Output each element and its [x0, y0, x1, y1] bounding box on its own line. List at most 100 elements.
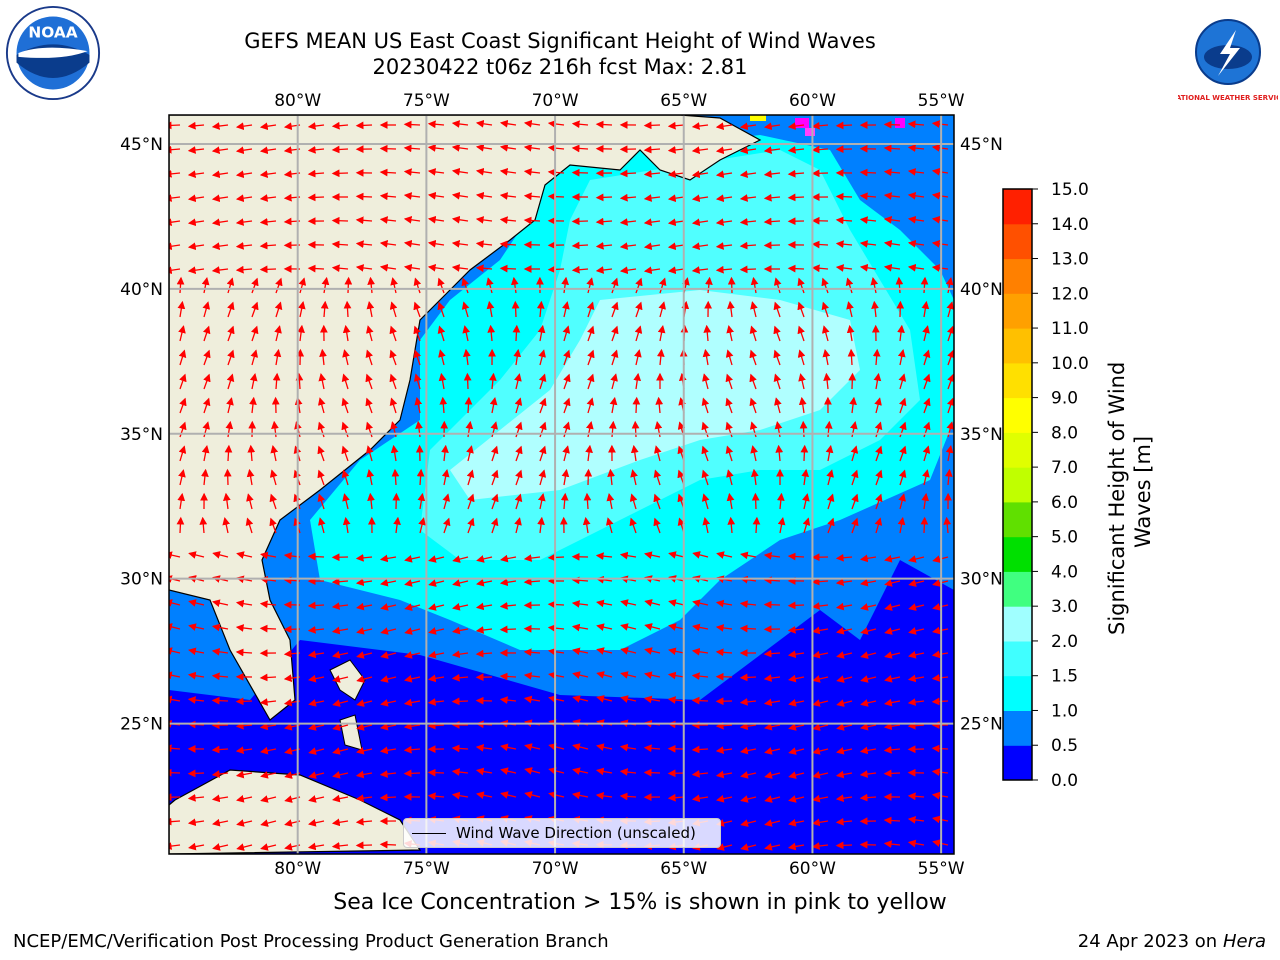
wave-direction-arrow — [451, 167, 469, 176]
wave-direction-arrow — [667, 266, 685, 275]
wave-direction-arrow — [427, 191, 445, 200]
wave-direction-arrow — [211, 218, 229, 227]
wave-direction-arrow — [355, 794, 373, 803]
wave-direction-arrow — [715, 265, 733, 274]
wave-direction-arrow — [538, 349, 546, 366]
wave-direction-arrow — [308, 674, 325, 683]
wave-direction-arrow — [572, 743, 589, 751]
wave-direction-arrow — [788, 818, 805, 827]
wave-direction-arrow — [922, 349, 931, 366]
wave-direction-arrow — [274, 301, 283, 318]
wave-direction-arrow — [907, 792, 925, 801]
wave-direction-arrow — [428, 579, 445, 587]
wave-direction-arrow — [547, 265, 565, 274]
wave-direction-arrow — [379, 216, 397, 224]
wave-direction-arrow — [812, 699, 829, 707]
wave-direction-arrow — [739, 146, 757, 155]
wave-direction-arrow — [750, 445, 758, 462]
wave-direction-arrow — [897, 324, 905, 342]
wave-direction-arrow — [389, 373, 397, 390]
wave-direction-arrow — [835, 121, 853, 130]
wave-direction-arrow — [355, 817, 373, 826]
sea-ice-note: Sea Ice Concentration > 15% is shown in … — [333, 890, 947, 915]
map-title-line1: GEFS MEAN US East Coast Significant Heig… — [244, 29, 876, 53]
wave-direction-arrow — [367, 276, 376, 294]
wave-direction-arrow — [178, 445, 187, 462]
wave-direction-arrow — [836, 699, 853, 707]
wave-direction-arrow — [835, 841, 853, 850]
lat-label-left: 25°N — [120, 715, 163, 735]
wave-direction-arrow — [547, 144, 565, 153]
wave-direction-arrow — [475, 626, 493, 634]
wave-direction-arrow — [835, 817, 853, 826]
wave-direction-arrow — [634, 325, 643, 342]
wave-direction-arrow — [332, 723, 349, 731]
wave-direction-arrow — [859, 770, 877, 778]
wave-direction-arrow — [739, 194, 757, 202]
wave-direction-arrow — [692, 599, 709, 608]
wave-direction-arrow — [691, 266, 709, 274]
wave-direction-arrow — [178, 469, 186, 486]
wave-direction-arrow — [403, 263, 421, 272]
wave-direction-arrow — [235, 146, 253, 155]
wave-direction-arrow — [379, 746, 397, 755]
wave-direction-arrow — [298, 277, 307, 294]
wave-direction-arrow — [667, 242, 685, 251]
wave-direction-arrow — [860, 699, 877, 707]
wave-direction-arrow — [798, 396, 807, 414]
wave-direction-arrow — [787, 625, 805, 634]
wave-direction-arrow — [442, 493, 451, 510]
wave-direction-arrow — [272, 372, 281, 390]
wave-direction-arrow — [859, 216, 877, 224]
wave-direction-arrow — [787, 601, 805, 610]
wave-direction-arrow — [691, 146, 709, 155]
wave-direction-arrow — [763, 600, 781, 609]
wave-direction-arrow — [452, 626, 469, 635]
lat-label-right: 25°N — [960, 715, 1003, 735]
wave-direction-arrow — [764, 843, 781, 851]
wave-direction-arrow — [907, 674, 925, 683]
wave-direction-arrow — [169, 842, 181, 850]
wave-direction-arrow — [418, 517, 426, 534]
wave-direction-arrow — [224, 444, 233, 462]
colorbar-tick-label: 0.0 — [1051, 771, 1078, 791]
wave-direction-arrow — [380, 603, 397, 611]
wave-direction-arrow — [635, 277, 643, 294]
wave-direction-arrow — [835, 578, 853, 587]
wave-direction-arrow — [475, 240, 493, 248]
wave-direction-arrow — [249, 396, 257, 414]
wave-direction-arrow — [883, 144, 901, 153]
wave-direction-arrow — [849, 396, 857, 414]
wave-direction-arrow — [907, 120, 925, 129]
wave-direction-arrow — [355, 578, 373, 587]
wave-direction-arrow — [797, 301, 805, 318]
wave-direction-arrow — [259, 624, 277, 633]
wave-direction-arrow — [510, 276, 519, 294]
wave-direction-arrow — [404, 603, 421, 611]
wave-direction-arrow — [414, 397, 423, 414]
wave-direction-arrow — [667, 671, 685, 680]
wave-direction-arrow — [380, 627, 397, 635]
wave-direction-arrow — [187, 146, 205, 154]
wave-direction-arrow — [331, 216, 349, 225]
wave-direction-arrow — [475, 191, 493, 200]
wave-direction-arrow — [428, 555, 445, 563]
wave-direction-arrow — [365, 397, 373, 414]
wave-direction-arrow — [380, 578, 397, 587]
wave-direction-arrow — [451, 264, 469, 272]
wave-direction-arrow — [169, 671, 181, 680]
wave-direction-arrow — [547, 624, 565, 633]
wave-direction-arrow — [437, 277, 445, 294]
wave-direction-arrow — [787, 552, 805, 561]
wave-direction-arrow — [437, 301, 445, 318]
colorbar-tick-label: 1.0 — [1051, 701, 1078, 721]
wave-direction-arrow — [884, 627, 901, 635]
wave-direction-arrow — [908, 650, 925, 659]
wave-direction-arrow — [740, 746, 757, 755]
wave-direction-arrow — [341, 469, 350, 486]
wave-direction-arrow — [251, 301, 259, 318]
wave-direction-arrow — [643, 121, 661, 130]
wave-direction-arrow — [379, 263, 397, 272]
wave-direction-arrow — [260, 771, 277, 779]
wave-direction-arrow — [811, 121, 829, 130]
